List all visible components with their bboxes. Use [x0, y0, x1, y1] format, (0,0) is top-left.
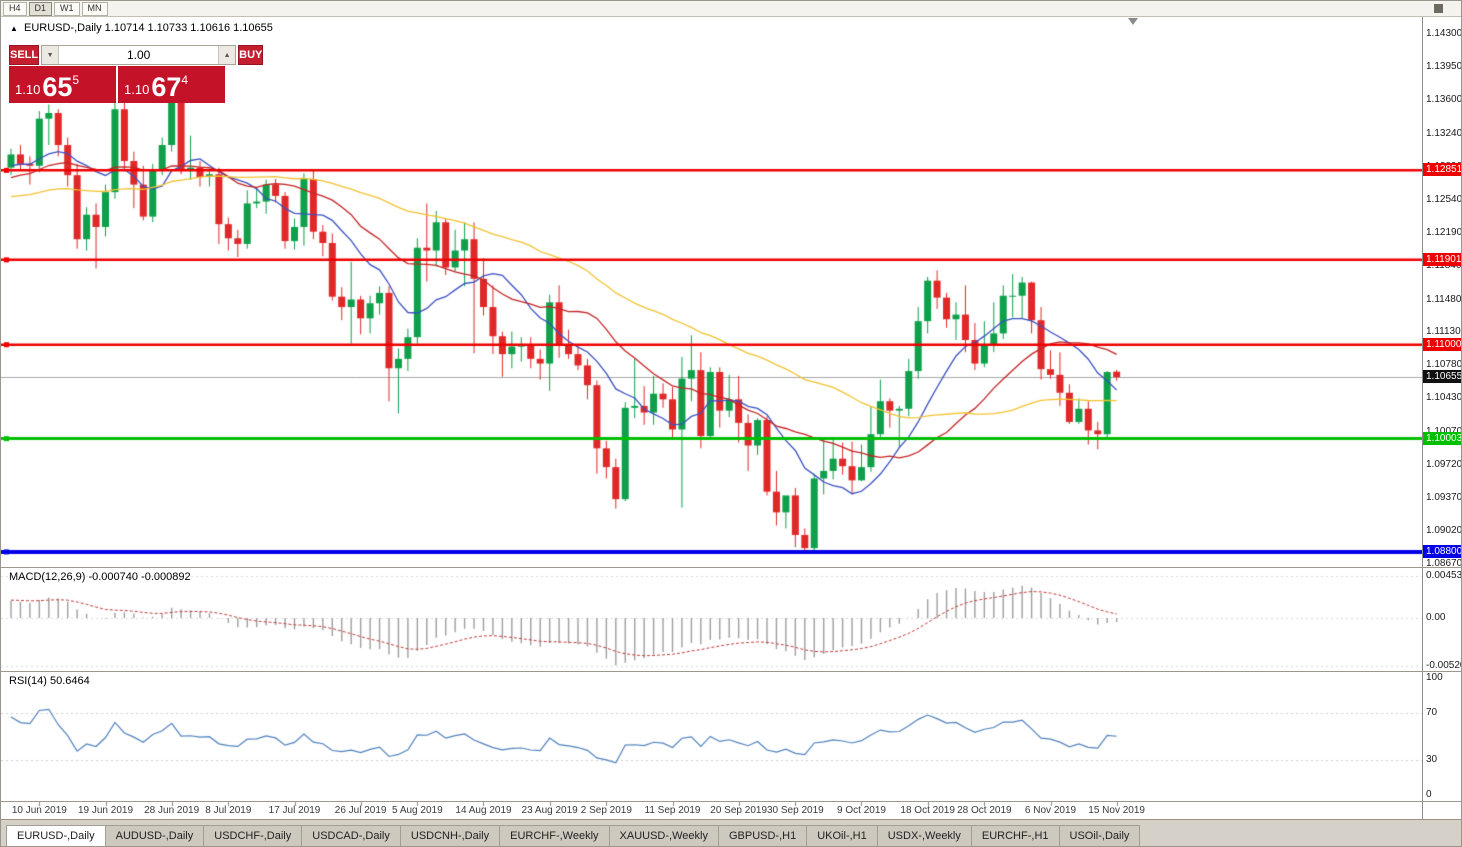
sell-price-button[interactable]: 1.10 65 5	[9, 66, 116, 103]
symbol-tab-usdcnh-daily[interactable]: USDCNH-,Daily	[399, 825, 501, 846]
symbol-tab-eurchf-h1[interactable]: EURCHF-,H1	[970, 825, 1060, 846]
symbol-tab-gbpusd-h1[interactable]: GBPUSD-,H1	[717, 825, 808, 846]
rsi-axis-label: 100	[1426, 672, 1443, 683]
rsi-axis-label: 30	[1426, 753, 1438, 765]
date-axis-label: 11 Sep 2019	[644, 805, 701, 816]
level-price-tag: 1.10003	[1423, 431, 1461, 445]
sell-price-pipette: 5	[72, 73, 80, 87]
date-axis-label: 15 Nov 2019	[1088, 805, 1145, 816]
price-axis-label: 1.10780	[1426, 359, 1462, 371]
one-click-trading-panel: SELL ▼ ▲ BUY 1.10 65 5 1.10 67 4	[9, 45, 264, 103]
date-axis-label: 5 Aug 2019	[392, 805, 443, 816]
rsi-axis-label: 0	[1426, 789, 1432, 800]
price-axis-label: 1.12190	[1426, 226, 1462, 238]
price-axis-label: 1.14300	[1426, 27, 1462, 39]
buy-price-pipette: 4	[181, 73, 189, 87]
sell-button[interactable]: SELL	[9, 45, 40, 65]
price-axis-label: 1.13600	[1426, 93, 1462, 105]
date-axis-label: 28 Oct 2019	[957, 805, 1012, 816]
price-axis-label: 1.09370	[1426, 492, 1462, 504]
chart-title: ▲ EURUSD-,Daily 1.10714 1.10733 1.10616 …	[10, 22, 273, 34]
price-chart-canvas[interactable]	[1, 16, 1422, 822]
volume-increase-button[interactable]: ▲	[218, 46, 236, 64]
date-axis-label: 19 Jun 2019	[77, 805, 134, 816]
date-axis-label: 9 Oct 2019	[837, 805, 886, 816]
price-axis-label: 1.13240	[1426, 127, 1462, 139]
symbol-tab-usdcad-daily[interactable]: USDCAD-,Daily	[301, 825, 401, 846]
level-price-tag: 1.08800	[1423, 544, 1461, 558]
symbol-tab-eurchf-weekly[interactable]: EURCHF-,Weekly	[499, 825, 610, 846]
timeframe-button-d1[interactable]: D1	[28, 1, 53, 16]
level-price-tag: 1.11000	[1423, 337, 1461, 351]
rsi-indicator-label: RSI(14) 50.6464	[9, 675, 90, 687]
price-axis-label: 1.11130	[1426, 326, 1461, 338]
panel-separator	[1, 801, 1461, 802]
panel-separator[interactable]	[1, 671, 1461, 672]
timeframe-toolbar: H4 D1 W1 MN	[1, 1, 1461, 17]
symbol-marker-icon: ▲	[10, 24, 18, 33]
symbol-tab-eurusd-daily[interactable]: EURUSD-,Daily	[6, 825, 106, 846]
price-axis-label: 1.08670	[1426, 558, 1462, 570]
chart-shift-marker-icon[interactable]	[1128, 18, 1138, 25]
date-axis-label: 18 Oct 2019	[900, 805, 955, 816]
sell-price-prefix: 1.10	[15, 82, 41, 97]
date-axis-label: 8 Jul 2019	[205, 805, 252, 816]
price-axis-label: 1.09720	[1426, 459, 1462, 471]
symbol-tab-usdchf-daily[interactable]: USDCHF-,Daily	[203, 825, 303, 846]
date-axis-label: 17 Jul 2019	[268, 805, 321, 816]
current-price-tag: 1.10655	[1423, 370, 1461, 384]
price-axis: 1.143001.139501.136001.132401.128901.125…	[1422, 16, 1462, 822]
symbol-tab-usoil-daily[interactable]: USOil-,Daily	[1058, 825, 1141, 846]
date-axis-label: 28 Jun 2019	[144, 805, 200, 816]
date-axis-label: 14 Aug 2019	[455, 805, 512, 816]
buy-price-button[interactable]: 1.10 67 4	[118, 66, 225, 103]
date-axis-label: 26 Jul 2019	[334, 805, 387, 816]
date-axis-label: 2 Sep 2019	[580, 805, 632, 816]
buy-button[interactable]: BUY	[238, 45, 264, 65]
level-price-tag: 1.12851	[1423, 163, 1461, 177]
symbol-tab-usdx-weekly[interactable]: USDX-,Weekly	[876, 825, 972, 846]
date-axis-label: 30 Sep 2019	[766, 805, 824, 816]
timeframe-button-w1[interactable]: W1	[54, 1, 80, 16]
buy-price-big-digits: 67	[151, 72, 182, 102]
macd-indicator-label: MACD(12,26,9) -0.000740 -0.000892	[9, 571, 191, 583]
symbol-tab-ukoil-h1[interactable]: UKOil-,H1	[806, 825, 878, 846]
price-axis-label: 1.11480	[1426, 293, 1462, 305]
date-axis: 10 Jun 2019 19 Jun 2019 28 Jun 2019 8 Jul 2…	[1, 802, 1422, 822]
sell-price-big-digits: 65	[42, 72, 73, 102]
date-axis-label: 10 Jun 2019	[11, 805, 67, 816]
price-axis-label: 1.12540	[1426, 193, 1462, 205]
price-axis-label: 1.10430	[1426, 392, 1462, 404]
symbol-tab-audusd-daily[interactable]: AUDUSD-,Daily	[104, 825, 205, 846]
price-axis-label: 1.13950	[1426, 60, 1462, 72]
timeframe-button-mn[interactable]: MN	[81, 1, 108, 16]
volume-box: ▼ ▲	[41, 45, 237, 65]
date-axis-label: 23 Aug 2019	[521, 805, 578, 816]
macd-axis-label: 0.00	[1426, 612, 1446, 623]
symbol-tab-xauusd-weekly[interactable]: XAUUSD-,Weekly	[608, 825, 719, 846]
macd-axis-label: 0.004536	[1426, 570, 1462, 581]
timeframe-button-h4[interactable]: H4	[3, 1, 27, 16]
date-axis-label: 20 Sep 2019	[710, 805, 767, 816]
chart-ohlc-values: 1.10714 1.10733 1.10616 1.10655	[104, 22, 273, 34]
date-axis-label: 6 Nov 2019	[1024, 805, 1077, 816]
chart-tabs-bar: EURUSD-,Daily AUDUSD-,Daily USDCHF-,Daily U…	[1, 819, 1461, 846]
macd-axis-label: -0.005205	[1426, 660, 1461, 672]
chart-symbol-label: EURUSD-,Daily	[23, 22, 102, 34]
volume-input[interactable]	[59, 46, 219, 64]
rsi-axis-label: 70	[1426, 707, 1438, 719]
window-menu-icon[interactable]	[1434, 4, 1443, 13]
buy-price-prefix: 1.10	[124, 82, 150, 97]
panel-separator[interactable]	[1, 567, 1461, 568]
volume-decrease-button[interactable]: ▼	[42, 46, 60, 64]
level-price-tag: 1.11901	[1423, 252, 1461, 266]
price-axis-label: 1.09020	[1426, 525, 1462, 537]
